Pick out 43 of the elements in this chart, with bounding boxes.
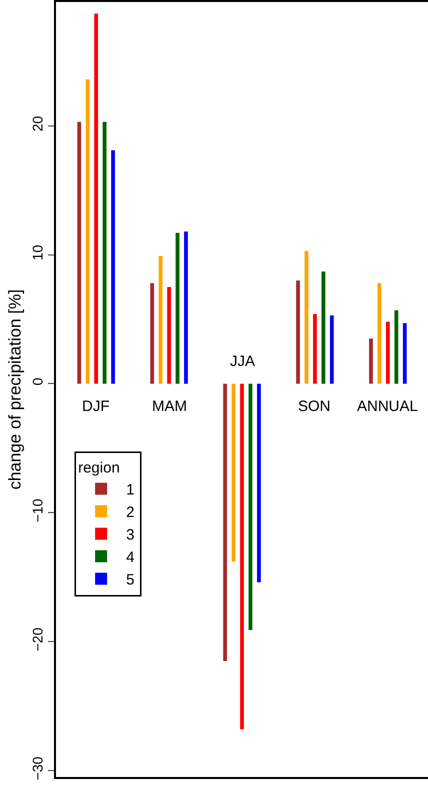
bar	[102, 122, 106, 384]
bar	[330, 315, 334, 384]
bar	[240, 384, 244, 730]
bar	[167, 286, 171, 384]
bar	[150, 283, 154, 384]
x-tick-label: ANNUAL	[357, 398, 418, 415]
y-tick-label: −30	[29, 756, 46, 780]
bar	[176, 232, 180, 384]
legend-title: region	[78, 460, 120, 476]
legend-label: 5	[126, 572, 134, 589]
bar	[313, 314, 317, 384]
bar	[378, 283, 382, 384]
x-tick-label: SON	[298, 398, 331, 415]
y-tick-label: 10	[29, 244, 46, 260]
y-tick-label: −10	[29, 498, 46, 522]
bar	[386, 322, 390, 384]
bar	[184, 232, 188, 384]
legend-label: 2	[126, 504, 134, 522]
legend-label: 1	[126, 482, 134, 499]
x-tick-label: MAM	[152, 398, 187, 415]
legend-label: 4	[126, 549, 134, 566]
y-tick-label: 0	[29, 378, 46, 386]
y-tick-label: 20	[29, 116, 46, 132]
bar	[304, 250, 308, 384]
x-tick-label: DJF	[82, 398, 110, 415]
bar	[232, 384, 236, 562]
bar	[158, 256, 162, 384]
y-tick-label: −20	[29, 627, 46, 652]
bar	[86, 79, 90, 384]
bar	[369, 338, 373, 384]
x-tick-label: JJA	[230, 353, 256, 370]
bar	[111, 150, 115, 384]
bar	[402, 323, 407, 384]
legend-label: 3	[126, 526, 134, 544]
bar	[394, 310, 398, 384]
bar	[94, 14, 98, 384]
bar	[257, 384, 261, 582]
bar	[223, 384, 227, 661]
y-axis-title: change of precipitation [%]	[5, 289, 24, 490]
bar	[322, 272, 326, 384]
bar	[296, 280, 300, 384]
bar	[77, 122, 82, 384]
bar	[248, 384, 252, 630]
